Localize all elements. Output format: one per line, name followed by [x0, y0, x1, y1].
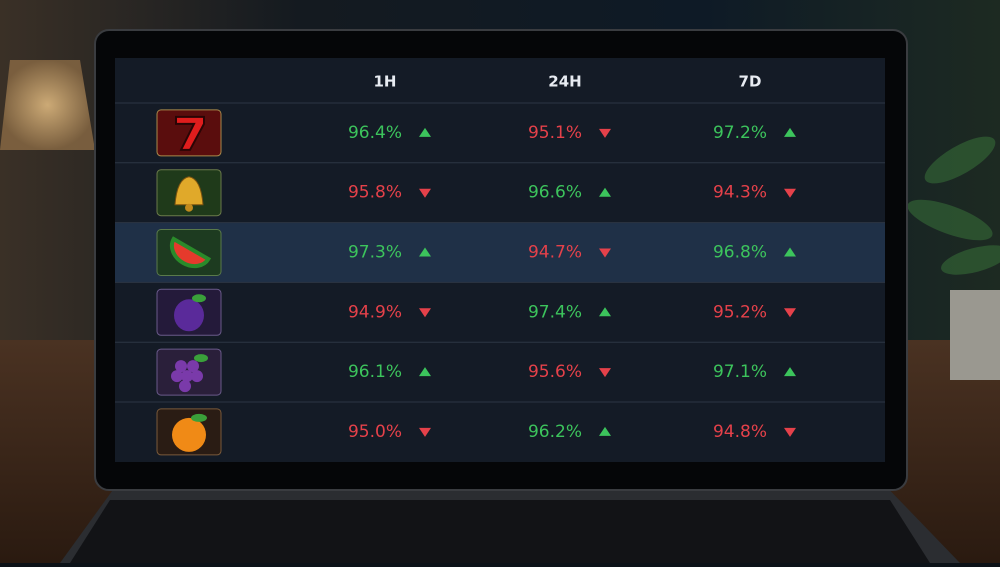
- value: 97.1%: [713, 362, 767, 382]
- trend-arrow: [784, 367, 796, 377]
- pot: [950, 290, 1000, 380]
- value: 96.6%: [528, 183, 582, 203]
- keyboard: [70, 500, 930, 563]
- column-header: 24H: [548, 73, 581, 91]
- trend-arrow: [599, 128, 611, 138]
- trend-arrow: [784, 308, 796, 318]
- column-header: 1H: [374, 73, 397, 91]
- value: 97.3%: [348, 243, 402, 263]
- row-icon: [156, 288, 222, 336]
- row-highlight: [115, 222, 885, 283]
- value: 96.2%: [528, 422, 582, 442]
- trend-arrow: [784, 188, 796, 198]
- trend-arrow: [599, 248, 611, 258]
- value: 94.3%: [713, 183, 767, 203]
- trend-arrow: [784, 247, 796, 257]
- trend-arrow: [599, 426, 611, 436]
- row-icon: [156, 229, 222, 276]
- plant: [907, 136, 1000, 275]
- value: 96.4%: [348, 123, 402, 143]
- value: 96.1%: [348, 362, 402, 382]
- value: 95.6%: [528, 362, 582, 382]
- trend-arrow: [419, 247, 431, 257]
- value: 95.8%: [348, 183, 402, 203]
- trend-arrow: [419, 427, 431, 437]
- table: 1H 24H 7D 96.4% 95.1% 97.2% 95.8% 96.6% 94.3% 97.…: [115, 73, 885, 456]
- lamp: [0, 60, 95, 150]
- trend-arrow: [419, 367, 431, 377]
- trend-arrow: [419, 308, 431, 318]
- trend-arrow: [419, 127, 431, 137]
- trend-arrow: [599, 187, 611, 197]
- trend-arrow: [599, 368, 611, 378]
- value: 95.0%: [348, 422, 402, 442]
- value: 97.2%: [713, 123, 767, 143]
- value: 96.8%: [713, 243, 767, 263]
- value: 97.4%: [528, 302, 582, 322]
- trend-arrow: [784, 427, 796, 437]
- value: 95.1%: [528, 123, 582, 143]
- value: 94.9%: [348, 302, 402, 322]
- value: 94.7%: [528, 243, 582, 263]
- trend-arrow: [599, 307, 611, 317]
- value: 94.8%: [713, 422, 767, 442]
- trend-arrow: [419, 188, 431, 198]
- value: 95.2%: [713, 302, 767, 322]
- column-header: 7D: [739, 73, 762, 91]
- row-icon: [156, 408, 222, 456]
- row-icon: [156, 109, 222, 157]
- trend-arrow: [784, 127, 796, 137]
- row-icon: [156, 348, 222, 396]
- row-icon: [156, 169, 222, 217]
